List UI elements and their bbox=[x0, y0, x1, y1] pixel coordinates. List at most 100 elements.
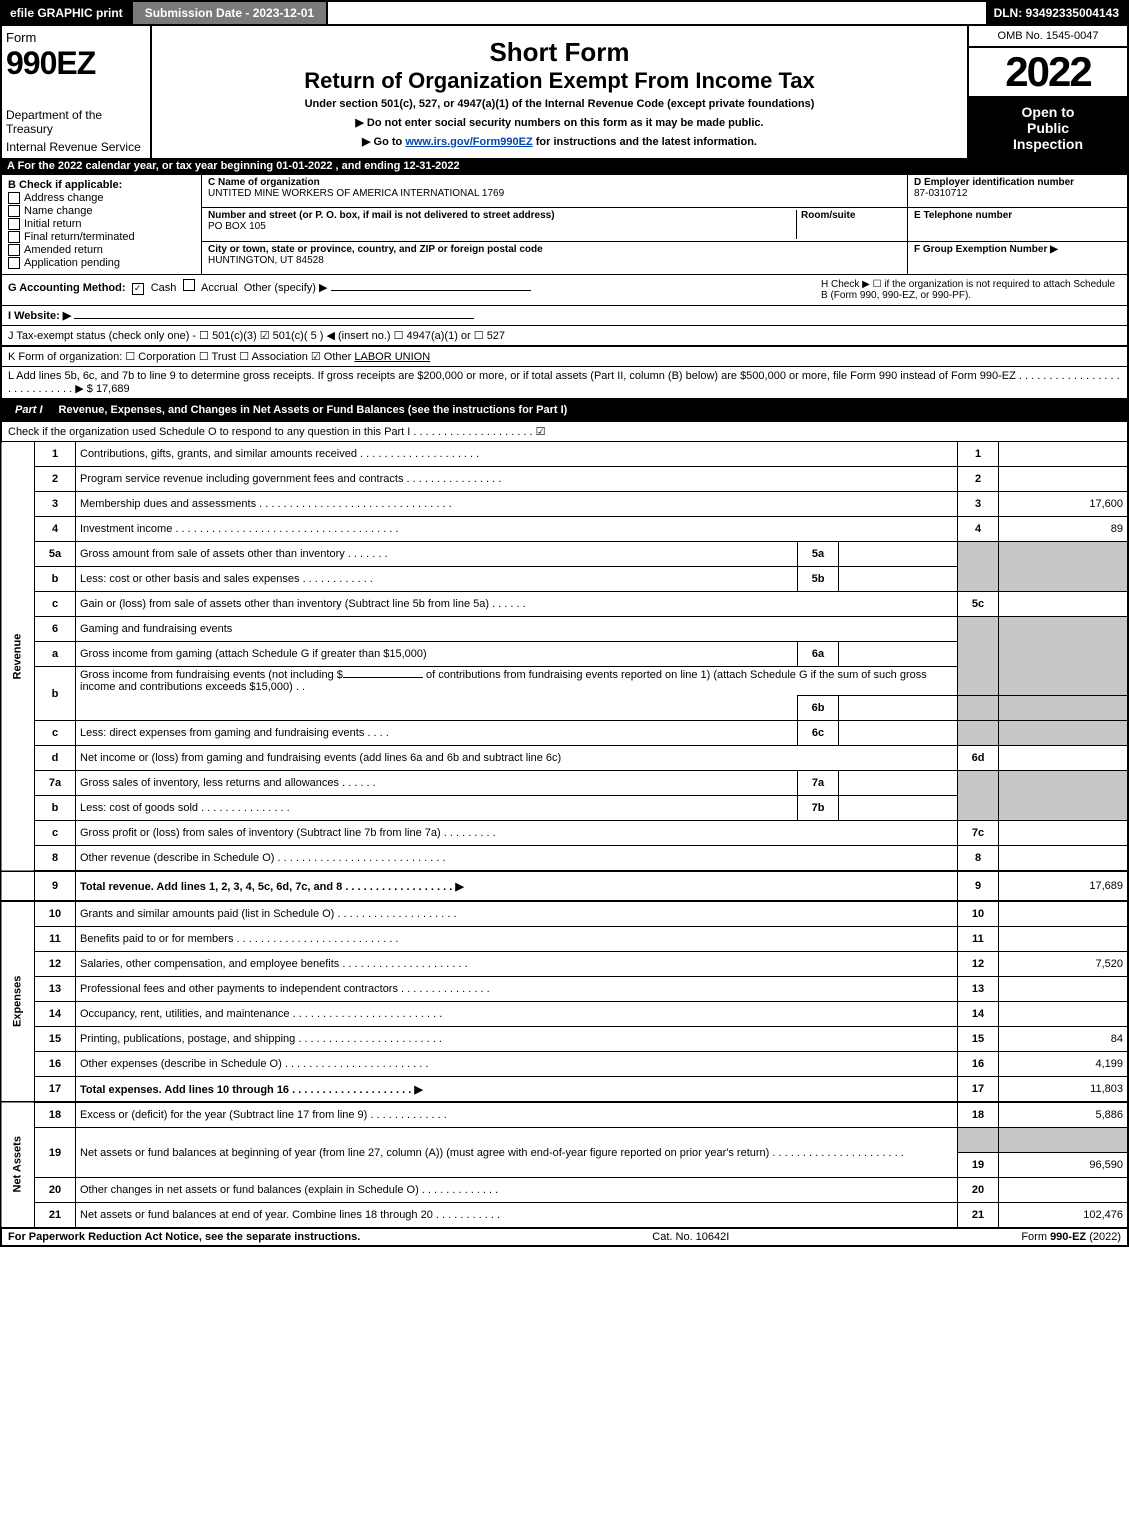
section-i: I Website: ▶ bbox=[0, 305, 1129, 325]
form-number: 990EZ bbox=[6, 45, 146, 82]
section-k: K Form of organization: ☐ Corporation ☐ … bbox=[0, 345, 1129, 366]
line-4-val: 89 bbox=[999, 517, 1129, 542]
line-6b-spacer bbox=[76, 696, 798, 721]
line-6c-snum: 6c bbox=[798, 721, 839, 746]
open-to-public: Open to Public Inspection bbox=[969, 98, 1127, 158]
line-3-rnum: 3 bbox=[958, 492, 999, 517]
line-6-num: 6 bbox=[35, 617, 76, 642]
line-10-rnum: 10 bbox=[958, 901, 999, 927]
header-center: Short Form Return of Organization Exempt… bbox=[152, 26, 967, 158]
line-5b-num: b bbox=[35, 567, 76, 592]
city-label: City or town, state or province, country… bbox=[208, 244, 543, 255]
side-expenses: Expenses bbox=[1, 901, 35, 1102]
line-7c-rnum: 7c bbox=[958, 821, 999, 846]
line-8-num: 8 bbox=[35, 846, 76, 872]
line-7b-desc: Less: cost of goods sold . . . . . . . .… bbox=[76, 796, 798, 821]
line-6-desc: Gaming and fundraising events bbox=[76, 617, 958, 642]
header-left: Form 990EZ Department of the Treasury In… bbox=[2, 26, 152, 158]
line-5c-rnum: 5c bbox=[958, 592, 999, 617]
line-5b-sval bbox=[839, 567, 958, 592]
efile-print-label[interactable]: efile GRAPHIC print bbox=[2, 2, 133, 24]
line-11-rnum: 11 bbox=[958, 927, 999, 952]
check-final-return[interactable]: Final return/terminated bbox=[8, 231, 195, 243]
line-15-val: 84 bbox=[999, 1027, 1129, 1052]
line-2-rnum: 2 bbox=[958, 467, 999, 492]
line-20-num: 20 bbox=[35, 1178, 76, 1203]
line-7a-num: 7a bbox=[35, 771, 76, 796]
dept-irs: Internal Revenue Service bbox=[6, 140, 146, 154]
check-accrual[interactable] bbox=[183, 279, 195, 291]
grey-6c bbox=[958, 721, 999, 746]
check-cash[interactable] bbox=[132, 283, 144, 295]
line-5a-snum: 5a bbox=[798, 542, 839, 567]
grey-5 bbox=[958, 542, 999, 592]
form-header: Form 990EZ Department of the Treasury In… bbox=[0, 26, 1129, 158]
line-6c-num: c bbox=[35, 721, 76, 746]
section-j: J Tax-exempt status (check only one) - ☐… bbox=[0, 325, 1129, 345]
line-10-desc: Grants and similar amounts paid (list in… bbox=[76, 901, 958, 927]
part-1-label: Part I bbox=[7, 402, 51, 418]
org-type-other: LABOR UNION bbox=[354, 351, 430, 363]
line-12-val: 7,520 bbox=[999, 952, 1129, 977]
line-6d-num: d bbox=[35, 746, 76, 771]
info-grid: B Check if applicable: Address change Na… bbox=[0, 175, 1129, 274]
footer-center: Cat. No. 10642I bbox=[652, 1231, 729, 1243]
section-h: H Check ▶ ☐ if the organization is not r… bbox=[821, 279, 1121, 301]
grey-6 bbox=[958, 617, 999, 696]
line-7a-sval bbox=[839, 771, 958, 796]
line-12-desc: Salaries, other compensation, and employ… bbox=[76, 952, 958, 977]
section-a-tax-year: A For the 2022 calendar year, or tax yea… bbox=[0, 158, 1129, 175]
org-name: UNTITED MINE WORKERS OF AMERICA INTERNAT… bbox=[208, 188, 504, 199]
irs-link[interactable]: www.irs.gov/Form990EZ bbox=[405, 136, 532, 148]
street: PO BOX 105 bbox=[208, 221, 266, 232]
title-return: Return of Organization Exempt From Incom… bbox=[162, 68, 957, 94]
omb-number: OMB No. 1545-0047 bbox=[969, 26, 1127, 48]
ein: 87-0310712 bbox=[914, 188, 967, 199]
line-13-rnum: 13 bbox=[958, 977, 999, 1002]
line-2-val bbox=[999, 467, 1129, 492]
line-21-val: 102,476 bbox=[999, 1203, 1129, 1228]
line-1-rnum: 1 bbox=[958, 442, 999, 467]
check-application-pending[interactable]: Application pending bbox=[8, 257, 195, 269]
footer: For Paperwork Reduction Act Notice, see … bbox=[0, 1228, 1129, 1247]
line-15-rnum: 15 bbox=[958, 1027, 999, 1052]
line-13-num: 13 bbox=[35, 977, 76, 1002]
line-5c-desc: Gain or (loss) from sale of assets other… bbox=[76, 592, 958, 617]
line-1-num: 1 bbox=[35, 442, 76, 467]
line-21-num: 21 bbox=[35, 1203, 76, 1228]
check-name-change[interactable]: Name change bbox=[8, 205, 195, 217]
line-6b-snum: 6b bbox=[798, 696, 839, 721]
line-6d-desc: Net income or (loss) from gaming and fun… bbox=[76, 746, 958, 771]
line-6a-snum: 6a bbox=[798, 642, 839, 667]
line-2-desc: Program service revenue including govern… bbox=[76, 467, 958, 492]
line-19-num: 19 bbox=[35, 1128, 76, 1178]
city-row: City or town, state or province, country… bbox=[202, 242, 907, 274]
line-21-rnum: 21 bbox=[958, 1203, 999, 1228]
header-right: OMB No. 1545-0047 2022 Open to Public In… bbox=[967, 26, 1127, 158]
part-1-header: Part I Revenue, Expenses, and Changes in… bbox=[0, 398, 1129, 422]
section-f: F Group Exemption Number ▶ bbox=[908, 242, 1127, 274]
line-20-rnum: 20 bbox=[958, 1178, 999, 1203]
line-14-val bbox=[999, 1002, 1129, 1027]
line-7b-sval bbox=[839, 796, 958, 821]
line-7c-num: c bbox=[35, 821, 76, 846]
grey-7 bbox=[958, 771, 999, 821]
line-16-rnum: 16 bbox=[958, 1052, 999, 1077]
city: HUNTINGTON, UT 84528 bbox=[208, 255, 324, 266]
check-amended-return[interactable]: Amended return bbox=[8, 244, 195, 256]
line-6d-rnum: 6d bbox=[958, 746, 999, 771]
title-short-form: Short Form bbox=[162, 37, 957, 68]
section-de: D Employer identification number 87-0310… bbox=[907, 175, 1127, 274]
check-initial-return[interactable]: Initial return bbox=[8, 218, 195, 230]
check-address-change[interactable]: Address change bbox=[8, 192, 195, 204]
line-15-num: 15 bbox=[35, 1027, 76, 1052]
section-d: D Employer identification number 87-0310… bbox=[908, 175, 1127, 208]
instruction-link: ▶ Go to www.irs.gov/Form990EZ for instru… bbox=[162, 135, 957, 148]
line-11-desc: Benefits paid to or for members . . . . … bbox=[76, 927, 958, 952]
section-l: L Add lines 5b, 6c, and 7b to line 9 to … bbox=[0, 366, 1129, 398]
line-6d-val bbox=[999, 746, 1129, 771]
line-16-num: 16 bbox=[35, 1052, 76, 1077]
room-label: Room/suite bbox=[801, 210, 855, 221]
line-17-val: 11,803 bbox=[999, 1077, 1129, 1103]
line-9-num: 9 bbox=[35, 871, 76, 901]
